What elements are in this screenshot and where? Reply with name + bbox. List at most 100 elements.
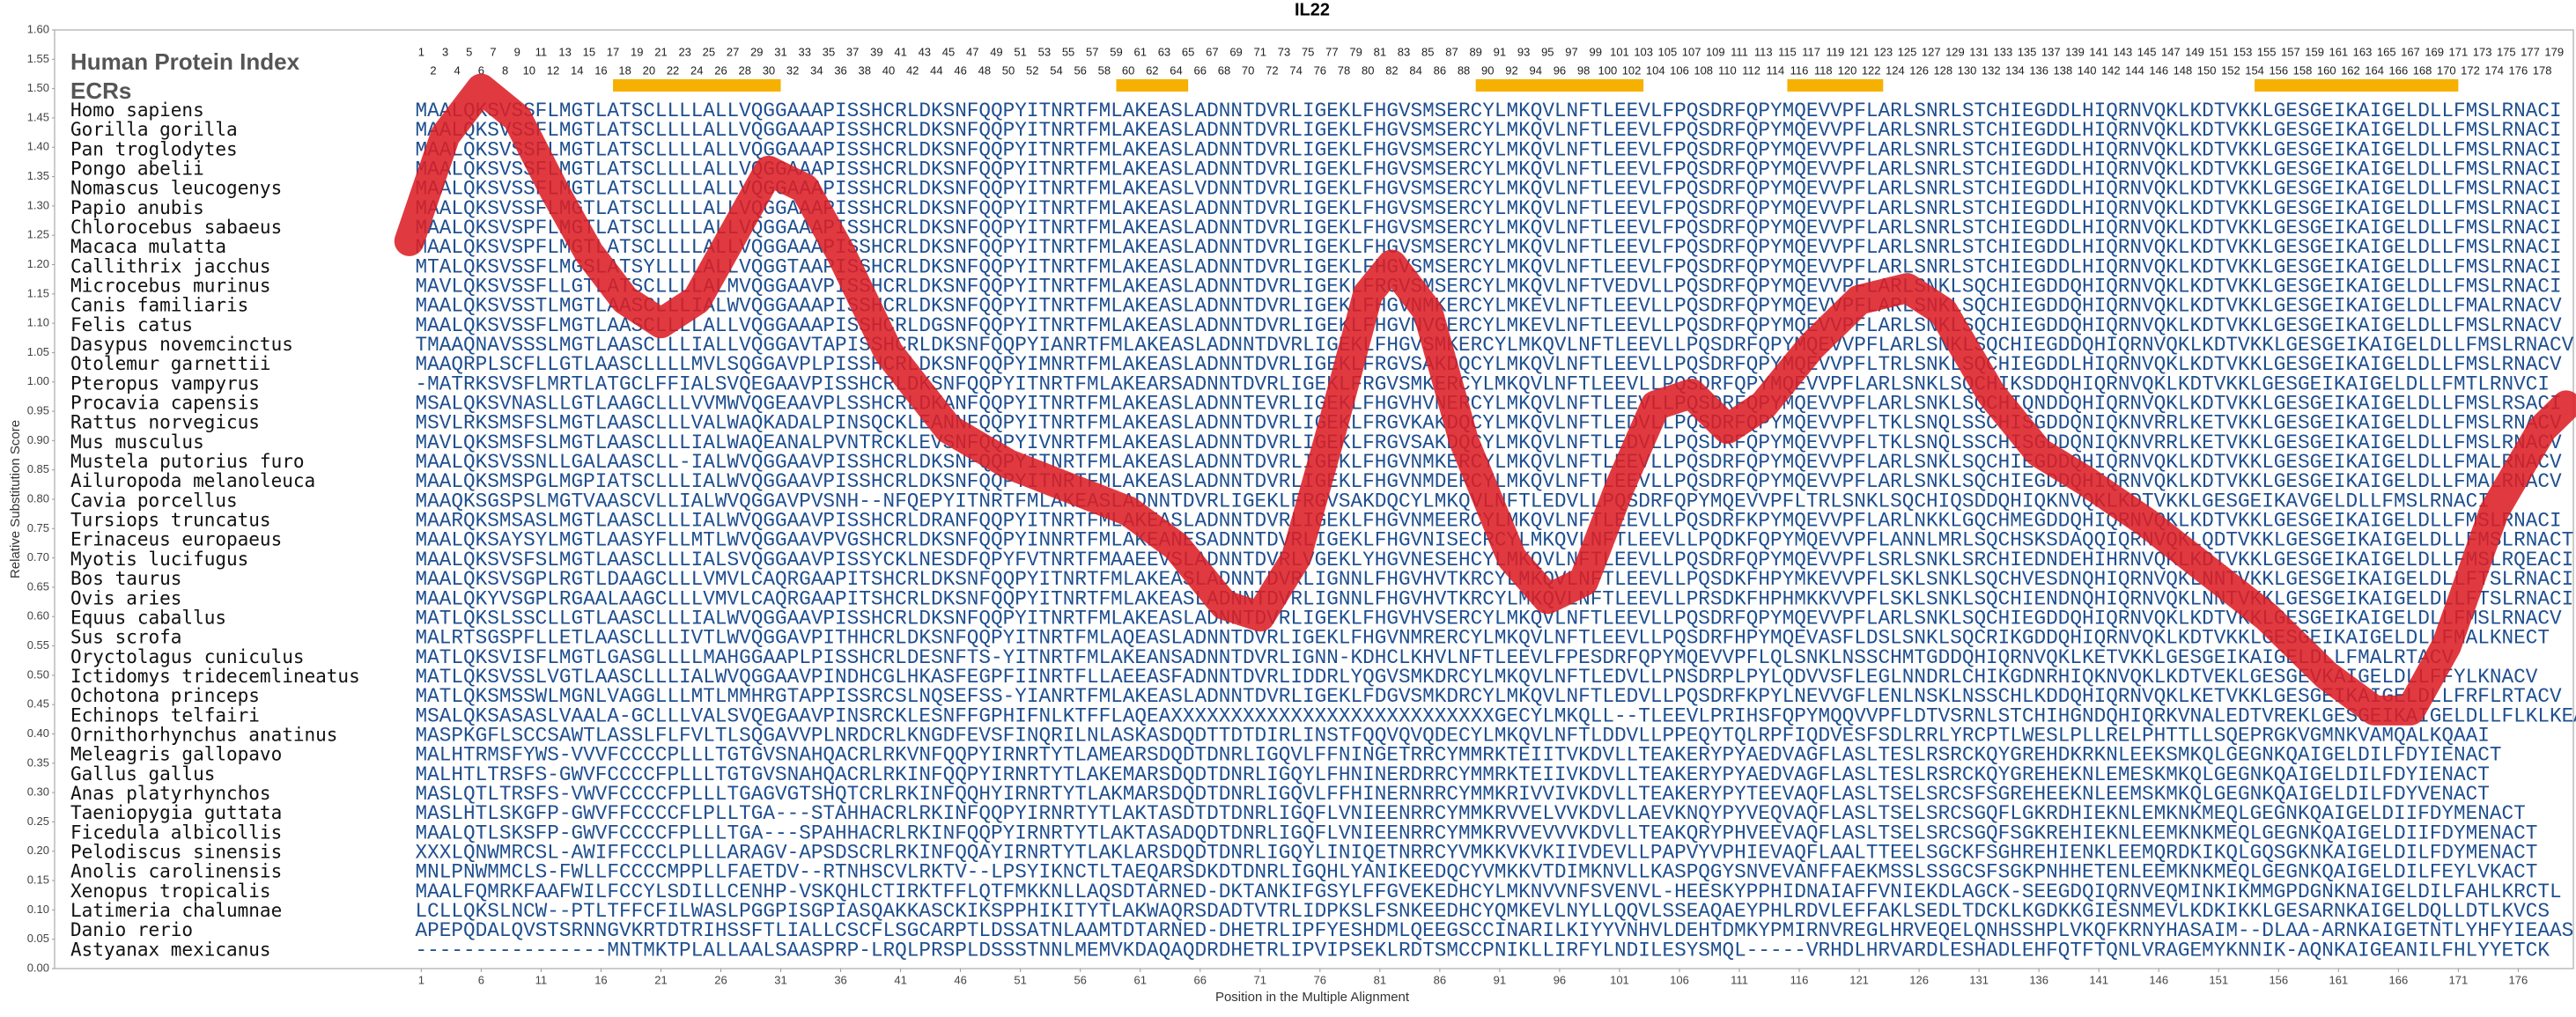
column-number: 146 — [2149, 63, 2168, 77]
column-number: 20 — [643, 63, 655, 77]
y-tick-label: 1.60 — [27, 22, 49, 35]
column-number: 157 — [2281, 45, 2300, 58]
column-number: 80 — [1362, 63, 1374, 77]
column-number: 85 — [1421, 45, 1434, 58]
species-name: Ictidomys tridecemlineatus — [70, 666, 360, 687]
column-number: 32 — [786, 63, 799, 77]
x-tick-label: 76 — [1314, 973, 1326, 986]
column-number: 83 — [1398, 45, 1410, 58]
column-number: 151 — [2209, 45, 2228, 58]
column-number: 55 — [1062, 45, 1074, 58]
sequence: XXXLQNWMRCSL-AWIFFCCCLPLLLARAGV-APSDSCRL… — [416, 841, 2538, 864]
column-number: 130 — [1958, 63, 1977, 77]
column-number: 16 — [594, 63, 607, 77]
column-number: 77 — [1325, 45, 1338, 58]
column-number: 159 — [2305, 45, 2324, 58]
column-number: 33 — [799, 45, 811, 58]
species-name: Pan troglodytes — [70, 138, 238, 159]
column-number: 121 — [1849, 45, 1869, 58]
sequence: MAALQTLSKSFP-GWVFCCCCFPLLLTGA---SPAHHACR… — [416, 822, 2538, 844]
column-number: 69 — [1229, 45, 1242, 58]
column-number: 6 — [478, 63, 484, 77]
column-number: 29 — [750, 45, 763, 58]
column-number: 152 — [2221, 63, 2240, 77]
x-tick-label: 116 — [1790, 973, 1809, 986]
column-number: 52 — [1026, 63, 1038, 77]
x-tick-label: 36 — [834, 973, 846, 986]
column-number: 153 — [2233, 45, 2253, 58]
x-tick-label: 71 — [1254, 973, 1266, 986]
column-number: 175 — [2497, 45, 2516, 58]
sequence: MNLPNWMMCLS-FWLLFCCCCMPPLLFAETDV--RTNHSC… — [416, 861, 2538, 884]
column-number: 112 — [1742, 63, 1760, 77]
column-number: 75 — [1302, 45, 1314, 58]
y-tick-label: 0.70 — [27, 550, 49, 564]
species-name: Xenopus tropicalis — [70, 881, 271, 902]
column-number: 118 — [1814, 63, 1833, 77]
sequence: MSALQKSVNASLLGTLAAGCLLLVVMWVQGEAAVPLSSHC… — [416, 393, 2562, 416]
species-name: Chlorocebus sabaeus — [70, 217, 282, 238]
column-number: 68 — [1218, 63, 1230, 77]
species-name: Rattus norvegicus — [70, 412, 260, 433]
y-tick-label: 0.55 — [27, 638, 49, 652]
column-number: 48 — [978, 63, 991, 77]
x-tick-label: 146 — [2149, 973, 2168, 986]
column-number: 35 — [823, 45, 835, 58]
column-number: 110 — [1718, 63, 1737, 77]
column-number: 140 — [2078, 63, 2097, 77]
column-number: 174 — [2484, 63, 2504, 77]
column-number: 131 — [1969, 45, 1989, 58]
column-number: 51 — [1014, 45, 1026, 58]
x-axis-label: Position in the Multiple Alignment — [1215, 990, 1410, 1005]
species-name: Ailuropoda melanoleuca — [70, 470, 315, 491]
species-name: Pteropus vampyrus — [70, 372, 260, 394]
column-number: 177 — [2521, 45, 2540, 58]
species-name: Danio rerio — [70, 919, 193, 940]
column-number: 93 — [1517, 45, 1530, 58]
column-number: 104 — [1646, 63, 1665, 77]
species-name: Gallus gallus — [70, 763, 215, 785]
x-tick-label: 156 — [2269, 973, 2288, 986]
score-line — [394, 73, 2576, 726]
column-number: 120 — [1838, 63, 1857, 77]
y-tick-label: 0.40 — [27, 726, 49, 740]
x-tick-label: 46 — [954, 973, 966, 986]
sequence: MASLQTLTRSFS-VWVFCCCCFPLLLTGAGVGTSHQTCRL… — [416, 783, 2490, 806]
column-number: 73 — [1278, 45, 1290, 58]
column-number: 95 — [1541, 45, 1554, 58]
column-number: 113 — [1754, 45, 1773, 58]
y-tick-label: 0.95 — [27, 404, 49, 417]
y-tick-label: 0.25 — [27, 814, 49, 828]
sequence: MAALQKSVSSFLMGTLATSCLLLLALLVQGGAAAPISSHC… — [416, 99, 2562, 122]
column-number: 129 — [1945, 45, 1965, 58]
y-tick-label: 0.50 — [27, 667, 49, 681]
column-number: 78 — [1338, 63, 1350, 77]
column-number: 127 — [1922, 45, 1941, 58]
column-number: 42 — [906, 63, 919, 77]
ecr-label: ECRs — [70, 77, 131, 104]
sequence: MAALQKSVSPFLMGTLATSCLLLLALLVQGGAAAPISSHC… — [416, 236, 2562, 259]
species-name: Echinops telfairi — [70, 704, 260, 726]
sequence: MAALQKSVSSFLMGTLAASCLLLLALLVQGGAAAPISSHC… — [416, 314, 2562, 337]
column-number: 4 — [454, 63, 461, 77]
column-number: 19 — [631, 45, 643, 58]
species-name: Procavia capensis — [70, 393, 260, 414]
x-tick-label: 176 — [2509, 973, 2528, 986]
y-tick-label: 0.60 — [27, 609, 49, 623]
species-name: Callithrix jacchus — [70, 255, 271, 276]
column-number: 22 — [667, 63, 679, 77]
sequence: TMAAQNAVSSSLMGTLAASCLLLIALLVQGGAVTAPISSH… — [416, 334, 2574, 357]
column-number: 39 — [870, 45, 882, 58]
column-number: 90 — [1481, 63, 1494, 77]
column-number: 178 — [2533, 63, 2552, 77]
column-number: 114 — [1766, 63, 1784, 77]
sequence: MAVLQKSVSSFLLGTLATSCLLLLALMVQGGAAVPISSHC… — [416, 276, 2562, 298]
column-number: 132 — [1982, 63, 2001, 77]
column-number: 158 — [2293, 63, 2313, 77]
column-number: 21 — [654, 45, 667, 58]
x-tick-label: 91 — [1494, 973, 1506, 986]
column-number: 102 — [1622, 63, 1642, 77]
sequence: MATLQKSMSSWLMGNLVAGGLLLMTLMMHRGTAPPISSRC… — [416, 685, 2562, 708]
x-tick-label: 1 — [418, 973, 424, 986]
sequence: MAVLQKSMSFSLMGTLAASCLLLIALWAQEANALPVNTRC… — [416, 431, 2562, 454]
